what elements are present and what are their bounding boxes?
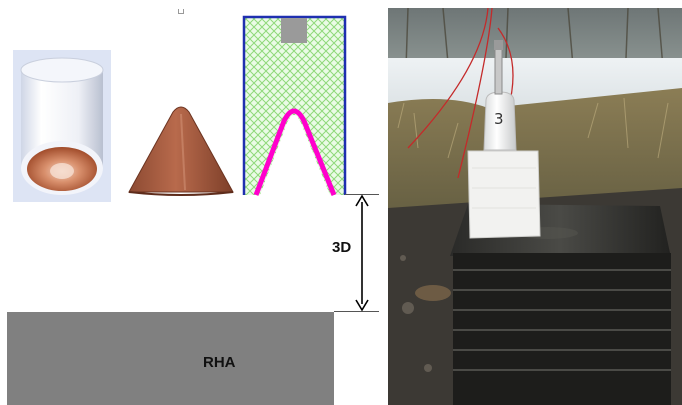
- top-tick-mark: [178, 9, 184, 14]
- casing-outline: [242, 15, 347, 195]
- field-test-photo: [388, 8, 682, 405]
- shaped-charge-cross-section: [242, 15, 347, 196]
- detonator-block: [281, 18, 307, 43]
- charge-number-label: 3: [494, 110, 504, 128]
- diagram-panel: 3D RHA: [7, 9, 379, 405]
- copper-cone-liner-image: [128, 106, 234, 196]
- rha-target-plate: [7, 312, 334, 405]
- standoff-label: 3D: [330, 238, 354, 257]
- cone-liner-outline: [253, 108, 337, 196]
- target-surface-line: [334, 311, 379, 312]
- standoff-arrow: [355, 194, 369, 312]
- copper-liner-cylinder-image: [13, 50, 111, 202]
- target-label: RHA: [203, 354, 236, 371]
